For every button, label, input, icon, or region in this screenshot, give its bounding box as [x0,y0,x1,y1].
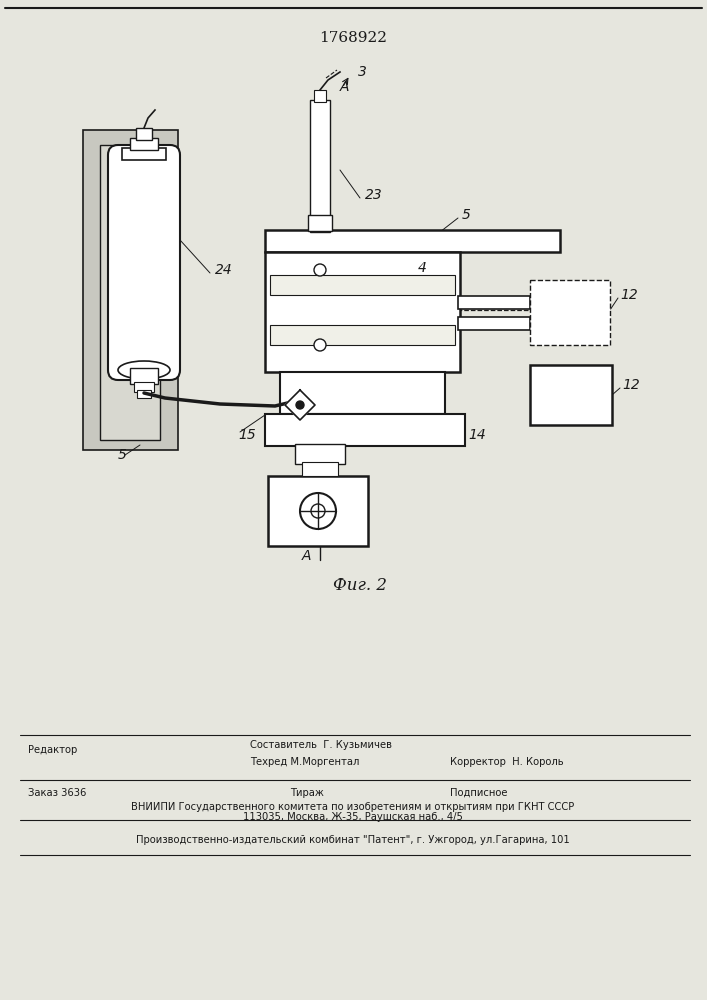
Bar [458,296,530,309]
Bar [265,414,465,446]
Bar [530,280,610,345]
Text: Тираж: Тираж [290,788,324,798]
Bar [280,372,445,414]
FancyBboxPatch shape [108,145,180,380]
Text: 3: 3 [358,65,367,79]
Circle shape [314,264,326,276]
Text: A: A [340,80,349,94]
Polygon shape [285,390,315,420]
Bar [310,100,330,232]
Text: 14: 14 [468,428,486,442]
Text: 15: 15 [238,428,256,442]
Text: Подписное: Подписное [450,788,508,798]
Text: 113035, Москва, Ж-35, Раушская наб., 4/5: 113035, Москва, Ж-35, Раушская наб., 4/5 [243,812,463,822]
Bar [265,230,560,252]
Text: Составитель  Г. Кузьмичев: Составитель Г. Кузьмичев [250,740,392,750]
Text: 4: 4 [418,261,427,275]
Text: Производственно-издательский комбинат "Патент", г. Ужгород, ул.Гагарина, 101: Производственно-издательский комбинат "П… [136,835,570,845]
Bar [302,462,338,476]
Bar [83,130,178,450]
Text: Заказ 3636: Заказ 3636 [28,788,86,798]
Bar [295,444,345,464]
Text: 5: 5 [118,448,127,462]
Text: 12: 12 [620,288,638,302]
Text: Техред М.Моргентал: Техред М.Моргентал [250,757,359,767]
Text: 12: 12 [622,378,640,392]
Text: 24: 24 [215,263,233,277]
Bar [458,317,530,330]
Circle shape [314,339,326,351]
Bar [130,138,158,150]
Text: Редактор: Редактор [28,745,77,755]
Circle shape [300,493,336,529]
Text: A: A [302,549,312,563]
Text: Корректор  Н. Король: Корректор Н. Король [450,757,563,767]
Text: 1768922: 1768922 [319,31,387,45]
Bar [122,148,166,160]
Bar [100,145,160,440]
Circle shape [296,401,304,409]
Bar [268,476,368,546]
Bar [265,252,460,372]
Bar [314,90,326,102]
Bar [530,365,612,425]
Text: 5: 5 [462,208,471,222]
Ellipse shape [118,361,170,379]
Text: 23: 23 [365,188,382,202]
Bar [137,390,151,398]
Text: Фиг. 2: Фиг. 2 [333,576,387,593]
Bar [136,128,152,140]
Bar [270,325,455,345]
Bar [134,382,154,392]
Bar [130,368,158,384]
Bar [270,275,455,295]
Text: ВНИИПИ Государственного комитета по изобретениям и открытиям при ГКНТ СССР: ВНИИПИ Государственного комитета по изоб… [132,802,575,812]
Bar [308,215,332,231]
